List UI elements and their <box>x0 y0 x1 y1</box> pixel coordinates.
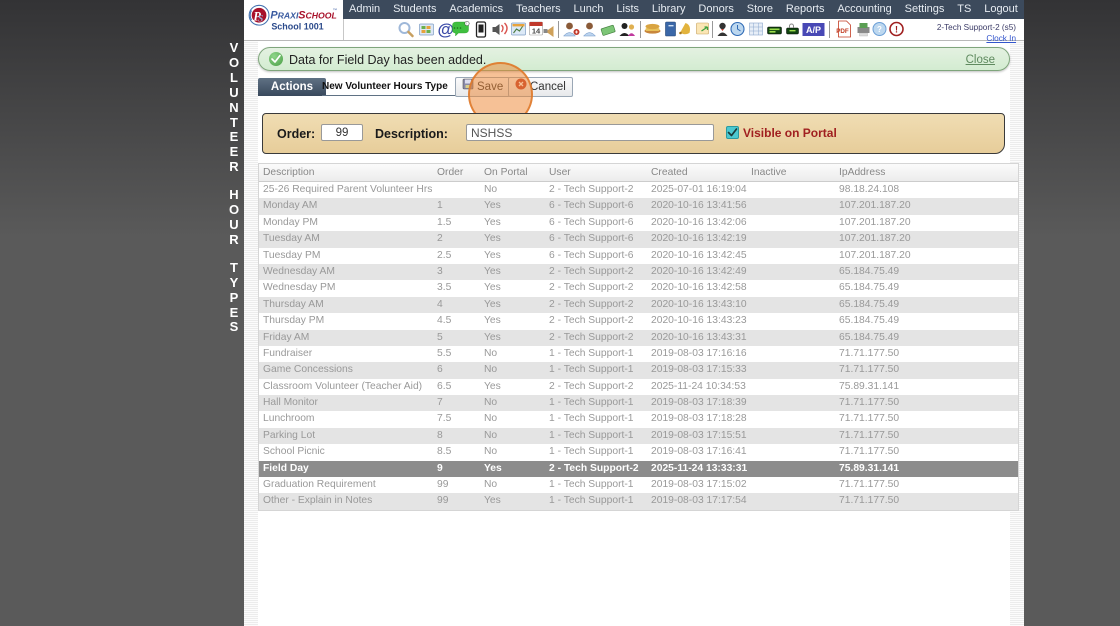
svg-text:@: @ <box>438 20 455 39</box>
svg-text:SCHOOL: SCHOOL <box>298 10 337 22</box>
svg-text:S: S <box>258 13 264 24</box>
svg-text:A/P: A/P <box>806 25 821 35</box>
svg-text:14: 14 <box>532 27 541 36</box>
svg-text:?: ? <box>877 25 882 34</box>
svg-text:!: ! <box>895 25 898 35</box>
svg-text:School 1001: School 1001 <box>271 21 323 31</box>
svg-text:PDF: PDF <box>836 28 849 35</box>
svg-text:™: ™ <box>333 7 337 12</box>
svg-text:PRAXI: PRAXI <box>270 10 299 22</box>
